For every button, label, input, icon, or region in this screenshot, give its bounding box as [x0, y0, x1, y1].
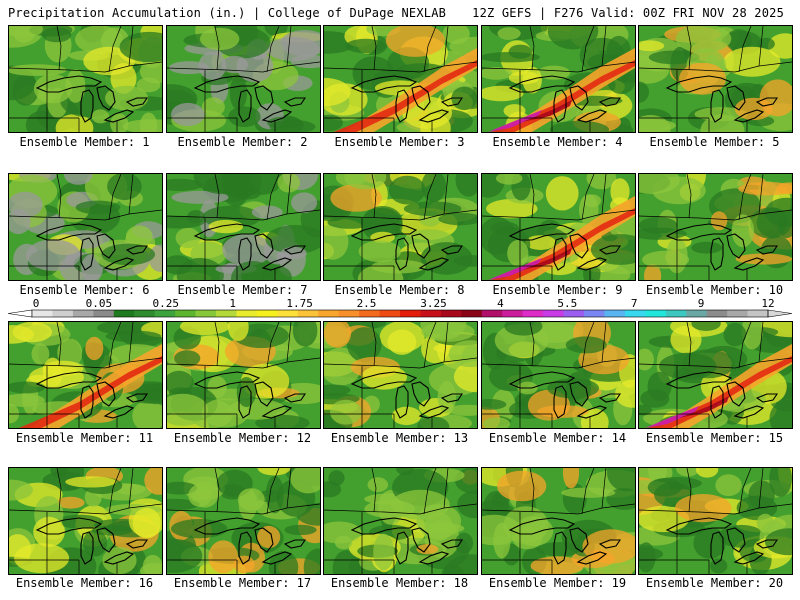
- colorbar-tick-label: 9: [698, 297, 705, 310]
- ensemble-member-map: [481, 467, 636, 575]
- colorbar-swatch: [727, 310, 748, 317]
- ensemble-member-label: Ensemble Member: 1: [19, 135, 150, 149]
- ensemble-member-map: [166, 467, 321, 575]
- colorbar-swatch: [584, 310, 605, 317]
- colorbar-tick-label: 7: [631, 297, 638, 310]
- ensemble-member-label: Ensemble Member: 14: [488, 431, 627, 445]
- ensemble-member-label: Ensemble Member: 11: [15, 431, 154, 445]
- ensemble-member-map: [8, 467, 163, 575]
- colorbar-swatch: [747, 310, 769, 317]
- colorbar-swatch: [359, 310, 380, 317]
- colorbar-swatch: [32, 310, 53, 317]
- colorbar-tick-label: 0.05: [86, 297, 113, 310]
- colorbar-swatch: [338, 310, 360, 317]
- ensemble-member-map: [481, 173, 636, 281]
- ensemble-member-label: Ensemble Member: 18: [330, 576, 469, 590]
- colorbar-tick-label: 1: [229, 297, 236, 310]
- ensemble-member-map: [8, 321, 163, 429]
- ensemble-member-label: Ensemble Member: 10: [645, 283, 784, 297]
- colorbar-swatch: [604, 310, 626, 317]
- colorbar-swatch: [134, 310, 156, 317]
- ensemble-member-label: Ensemble Member: 7: [177, 283, 308, 297]
- colorbar-swatch: [154, 310, 176, 317]
- colorbar-swatch: [52, 310, 74, 317]
- colorbar-tick-label: 0.25: [153, 297, 180, 310]
- ensemble-member-label: Ensemble Member: 19: [488, 576, 627, 590]
- colorbar-swatch: [563, 310, 585, 317]
- colorbar-swatch: [440, 310, 462, 317]
- ensemble-member-label: Ensemble Member: 17: [173, 576, 312, 590]
- colorbar-max-arrow: [767, 309, 792, 318]
- ensemble-member-map: [323, 467, 478, 575]
- colorbar-swatch: [277, 310, 299, 317]
- colorbar-swatch: [502, 310, 524, 317]
- ensemble-member-map: [481, 25, 636, 133]
- ensemble-member-map: [323, 25, 478, 133]
- colorbar-swatch: [175, 310, 196, 317]
- ensemble-member-label: Ensemble Member: 3: [334, 135, 465, 149]
- colorbar-swatch: [297, 310, 319, 317]
- ensemble-member-map: [8, 173, 163, 281]
- colorbar-swatch: [72, 310, 94, 317]
- colorbar-swatch: [420, 310, 442, 317]
- ensemble-member-label: Ensemble Member: 16: [15, 576, 154, 590]
- ensemble-member-map: [166, 321, 321, 429]
- ensemble-member-label: Ensemble Member: 4: [492, 135, 623, 149]
- colorbar-tick-label: 0: [33, 297, 40, 310]
- ensemble-member-label: Ensemble Member: 20: [645, 576, 784, 590]
- ensemble-member-map: [638, 467, 793, 575]
- ensemble-member-label: Ensemble Member: 9: [492, 283, 623, 297]
- colorbar-swatch: [645, 310, 667, 317]
- colorbar-swatch: [195, 310, 217, 317]
- colorbar-tick-label: 5.5: [557, 297, 577, 310]
- ensemble-member-label: Ensemble Member: 6: [19, 283, 150, 297]
- colorbar-swatch: [706, 310, 728, 317]
- ensemble-member-map: [638, 25, 793, 133]
- colorbar-swatch: [543, 310, 564, 317]
- colorbar-min-arrow: [8, 309, 33, 318]
- ensemble-member-label: Ensemble Member: 12: [173, 431, 312, 445]
- colorbar-swatch: [379, 310, 401, 317]
- ensemble-member-map: [166, 25, 321, 133]
- colorbar-swatch: [461, 310, 483, 317]
- ensemble-member-label: Ensemble Member: 13: [330, 431, 469, 445]
- colorbar-tick-label: 1.75: [286, 297, 313, 310]
- ensemble-member-map: [8, 25, 163, 133]
- colorbar-swatch: [236, 310, 258, 317]
- ensemble-member-label: Ensemble Member: 8: [334, 283, 465, 297]
- colorbar-tick-label: 12: [761, 297, 774, 310]
- colorbar-tick-label: 2.5: [357, 297, 377, 310]
- colorbar-swatch: [318, 310, 340, 317]
- colorbar-swatch: [665, 310, 687, 317]
- ensemble-member-map: [481, 321, 636, 429]
- ensemble-member-map: [323, 173, 478, 281]
- ensemble-member-label: Ensemble Member: 15: [645, 431, 784, 445]
- ensemble-member-map: [638, 173, 793, 281]
- colorbar-swatch: [400, 310, 421, 317]
- ensemble-member-label: Ensemble Member: 5: [649, 135, 780, 149]
- colorbar-swatch: [481, 310, 503, 317]
- model-run-valid-time: 12Z GEFS | F276 Valid: 00Z FRI NOV 28 20…: [472, 6, 784, 20]
- ensemble-member-map: [323, 321, 478, 429]
- colorbar-swatch: [522, 310, 544, 317]
- colorbar-tick-label: 3.25: [420, 297, 447, 310]
- colorbar-swatch: [113, 310, 135, 317]
- colorbar-tick-label: 4: [497, 297, 504, 310]
- ensemble-member-label: Ensemble Member: 2: [177, 135, 308, 149]
- colorbar-swatch: [256, 310, 278, 317]
- colorbar-swatch: [624, 310, 646, 317]
- chart-title: Precipitation Accumulation (in.) | Colle…: [8, 6, 447, 20]
- precip-colorbar: 0 0.05 0.25 1 1.75 2.5 3.25 4 5.5 7 9 12: [8, 297, 792, 318]
- colorbar-swatch: [686, 310, 708, 317]
- colorbar-swatch: [93, 310, 115, 317]
- colorbar-swatch: [216, 310, 237, 317]
- ensemble-member-map: [638, 321, 793, 429]
- ensemble-member-map: [166, 173, 321, 281]
